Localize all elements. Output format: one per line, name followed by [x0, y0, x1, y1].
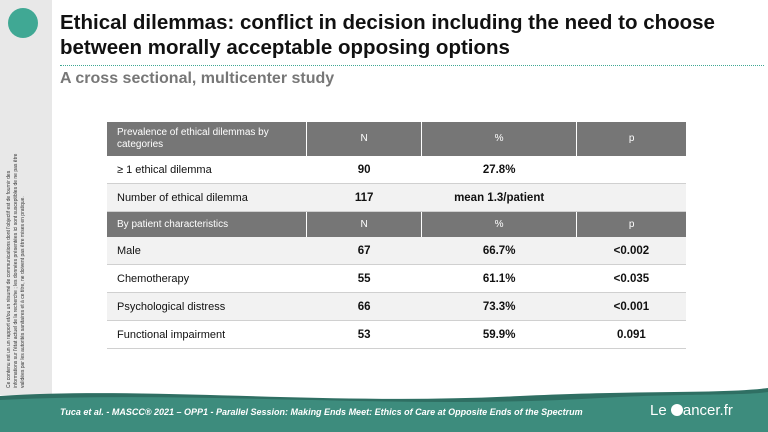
header-cell: p	[576, 211, 686, 237]
table-cell: 53	[306, 320, 422, 349]
table-cell: 55	[306, 264, 422, 293]
footer-band	[0, 388, 768, 432]
logo-text-prefix: Le	[650, 402, 671, 419]
table-cell: 67	[306, 237, 422, 265]
header-cell: N	[306, 211, 422, 237]
brand-logo[interactable]: Le ancer.fr	[650, 402, 733, 419]
header-cell: By patient characteristics	[107, 211, 307, 237]
table-row: ≥ 1 ethical dilemma 90 27.8%	[107, 156, 686, 184]
table-cell	[576, 183, 686, 212]
table-cell: 0.091	[576, 320, 686, 349]
table-cell: ≥ 1 ethical dilemma	[107, 156, 307, 184]
table-cell: <0.035	[576, 264, 686, 293]
left-sidebar: Ce contenu est un un rapport et/ou un ré…	[0, 0, 52, 395]
table-row: Chemotherapy 55 61.1% <0.035	[107, 264, 686, 293]
title-divider	[60, 65, 764, 66]
slide-subtitle: A cross sectional, multicenter study	[60, 70, 335, 87]
table-cell: 66.7%	[421, 237, 577, 265]
table-cell: 61.1%	[421, 264, 577, 293]
table-cell: 90	[306, 156, 422, 184]
table-cell: 73.3%	[421, 292, 577, 321]
table-row: Male 67 66.7% <0.002	[107, 237, 686, 265]
table-cell: 59.9%	[421, 320, 577, 349]
table-cell: <0.002	[576, 237, 686, 265]
slide-title: Ethical dilemmas: conflict in decision i…	[60, 11, 715, 59]
table-cell: Functional impairment	[107, 320, 307, 349]
header-cell: %	[420, 211, 577, 237]
accent-circle-icon	[8, 8, 38, 38]
logo-c-icon	[670, 404, 683, 416]
table-cell: Male	[107, 237, 307, 265]
table-cell: 117	[306, 183, 422, 212]
header-cell: Prevalence of ethical dilemmas by catego…	[107, 122, 307, 156]
table-header-row: Prevalence of ethical dilemmas by catego…	[107, 122, 686, 156]
table-cell: 66	[306, 292, 422, 321]
table-cell: <0.001	[576, 292, 686, 321]
table-cell: 27.8%	[421, 156, 577, 184]
disclaimer-text: Ce contenu est un un rapport et/ou un ré…	[6, 153, 26, 388]
table-cell: Psychological distress	[107, 292, 307, 321]
logo-text-suffix: ancer.fr	[682, 402, 733, 419]
table-row: Functional impairment 53 59.9% 0.091	[107, 320, 686, 349]
table-cell: Chemotherapy	[107, 264, 307, 293]
table-cell: Number of ethical dilemma	[107, 183, 307, 212]
results-table: Prevalence of ethical dilemmas by catego…	[107, 122, 686, 349]
header-cell: p	[576, 122, 686, 156]
table-cell: mean 1.3/patient	[421, 183, 577, 212]
header-cell: %	[420, 122, 577, 156]
header-cell: N	[306, 122, 422, 156]
footer-citation: Tuca et al. - MASCC® 2021 – OPP1 - Paral…	[60, 407, 583, 417]
table-cell	[576, 156, 686, 184]
table-header-row: By patient characteristics N % p	[107, 211, 686, 237]
table-row: Psychological distress 66 73.3% <0.001	[107, 292, 686, 321]
table-row: Number of ethical dilemma 117 mean 1.3/p…	[107, 183, 686, 212]
